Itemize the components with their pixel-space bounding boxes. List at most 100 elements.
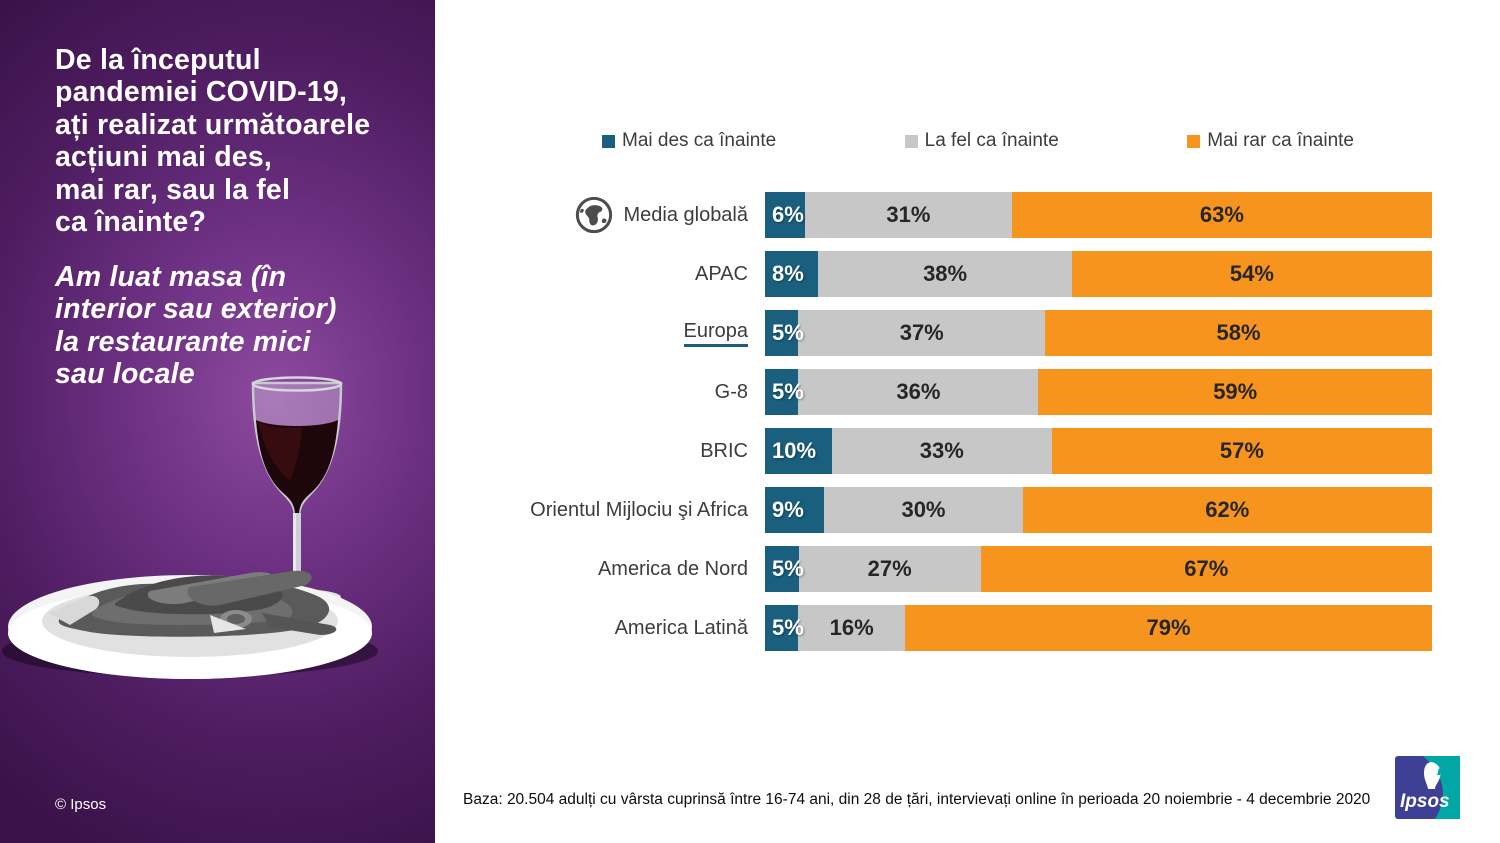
bar-value-label: 9%: [772, 497, 804, 522]
bar-group: 9% 30% 62%: [765, 487, 1432, 533]
category-label-text: APAC: [695, 262, 748, 285]
bar-group: 5% 36% 59%: [765, 369, 1432, 415]
ipsos-logo-text: Ipsos: [1400, 791, 1450, 812]
bar-group: 10% 33% 57%: [765, 428, 1432, 474]
chart-legend: Mai des ca înainte La fel ca înainte Mai…: [602, 130, 1354, 152]
left-panel: De la începutul pandemiei COVID-19, ați …: [0, 0, 435, 843]
bar-value-label: 5%: [772, 379, 804, 404]
category-label-text: G-8: [714, 380, 748, 403]
legend-swatch-gray: [904, 135, 918, 148]
bar-segment: 36%: [798, 369, 1039, 415]
category-label: Europa: [435, 320, 765, 347]
bar-value-label: 38%: [923, 261, 968, 286]
bar-segment: 31%: [805, 192, 1012, 238]
ipsos-face-icon: [1424, 762, 1441, 789]
bar-group: 5% 16% 79%: [765, 605, 1432, 651]
bar-value-label: 62%: [1205, 497, 1250, 522]
category-label-text: Europa: [683, 320, 748, 347]
bar-segment: 5%: [765, 546, 804, 592]
bar-segment: 16%: [798, 605, 906, 651]
chart-row: Europa 5% 37% 58%: [435, 310, 1440, 356]
bar-value-label: 30%: [901, 497, 946, 522]
bar-value-label: 79%: [1146, 615, 1191, 640]
bar-segment: 67%: [980, 546, 1432, 592]
bar-value-label: 5%: [772, 615, 804, 640]
bar-value-label: 36%: [896, 379, 941, 404]
bar-segment: 63%: [1011, 192, 1432, 238]
category-label-text: BRIC: [700, 439, 748, 462]
legend-swatch-orange: [1187, 135, 1201, 148]
legend-item-mai-rar: Mai rar ca înainte: [1187, 130, 1354, 152]
bar-value-label: 16%: [829, 615, 874, 640]
bar-value-label: 37%: [899, 320, 944, 345]
question-title: De la începutul pandemiei COVID-19, ați …: [55, 44, 371, 239]
chart-row: Orientul Mijlociu şi Africa 9% 30% 62%: [435, 487, 1440, 533]
bar-value-label: 58%: [1216, 320, 1261, 345]
bar-segment: 37%: [798, 310, 1046, 356]
food-icon: [48, 570, 337, 637]
bar-segment: 58%: [1045, 310, 1432, 356]
bar-group: 8% 38% 54%: [765, 251, 1432, 297]
bar-segment: 10%: [765, 428, 832, 474]
bar-segment: 59%: [1038, 369, 1432, 415]
bar-value-label: 5%: [772, 556, 804, 581]
bar-value-label: 54%: [1229, 261, 1274, 286]
bar-value-label: 63%: [1199, 202, 1244, 227]
chart-row: Media globală 6% 31% 63%: [435, 192, 1440, 238]
category-label-text: America Latină: [614, 616, 748, 639]
bar-value-label: 10%: [772, 438, 817, 463]
chart-row: APAC 8% 38% 54%: [435, 251, 1440, 297]
chart-row: America Latină 5% 16% 79%: [435, 605, 1440, 651]
bar-segment: 8%: [765, 251, 819, 297]
bar-segment: 57%: [1051, 428, 1432, 474]
bar-group: 5% 37% 58%: [765, 310, 1432, 356]
bar-group: 6% 31% 63%: [765, 192, 1432, 238]
legend-label: La fel ca înainte: [924, 130, 1059, 151]
category-label-text: Orientul Mijlociu şi Africa: [530, 498, 748, 521]
bar-value-label: 27%: [867, 556, 912, 581]
category-label: America Latină: [435, 617, 765, 640]
bar-segment: 54%: [1071, 251, 1432, 297]
bar-value-label: 57%: [1219, 438, 1264, 463]
bar-segment: 27%: [798, 546, 981, 592]
bar-segment: 9%: [765, 487, 825, 533]
category-label: Media globală: [435, 196, 765, 234]
bar-value-label: 67%: [1184, 556, 1229, 581]
bar-segment: 79%: [905, 605, 1432, 651]
wine-and-plate-image: [2, 376, 378, 679]
chart-row: America de Nord 5% 27% 67%: [435, 546, 1440, 592]
stacked-bar-chart: Media globală 6% 31% 63% APAC 8% 38% 54% Europa 5…: [435, 192, 1440, 664]
legend-swatch-teal: [602, 135, 615, 148]
bar-value-label: 8%: [772, 261, 804, 286]
bar-value-label: 59%: [1213, 379, 1258, 404]
bar-segment: 62%: [1022, 487, 1432, 533]
bar-segment: 38%: [818, 251, 1072, 297]
bar-value-label: 5%: [772, 320, 804, 345]
category-label: Orientul Mijlociu şi Africa: [435, 499, 765, 522]
category-label: APAC: [435, 263, 765, 286]
legend-label: Mai des ca înainte: [622, 130, 777, 151]
category-label: BRIC: [435, 440, 765, 463]
bar-value-label: 31%: [886, 202, 931, 227]
ipsos-logo: Ipsos: [1395, 756, 1460, 819]
bar-segment: 5%: [765, 605, 804, 651]
legend-item-la-fel: La fel ca înainte: [904, 130, 1059, 152]
base-note: Baza: 20.504 adulți cu vârsta cuprinsă î…: [463, 791, 1371, 808]
bar-segment: 5%: [765, 369, 804, 415]
bar-group: 5% 27% 67%: [765, 546, 1432, 592]
category-label-text: America de Nord: [597, 557, 748, 580]
question-subtitle: Am luat masa (în interior sau exterior) …: [55, 261, 337, 391]
bar-segment: 33%: [831, 428, 1052, 474]
category-label-text: Media globală: [623, 203, 748, 226]
bar-value-label: 6%: [772, 202, 804, 227]
legend-item-mai-des: Mai des ca înainte: [602, 130, 776, 152]
bar-segment: 6%: [765, 192, 806, 238]
globe-icon: [576, 196, 613, 234]
bar-segment: 30%: [824, 487, 1023, 533]
chart-row: BRIC 10% 33% 57%: [435, 428, 1440, 474]
category-label: America de Nord: [435, 558, 765, 581]
copyright-note: © Ipsos: [55, 796, 107, 813]
chart-row: G-8 5% 36% 59%: [435, 369, 1440, 415]
bar-segment: 5%: [765, 310, 804, 356]
legend-label: Mai rar ca înainte: [1207, 130, 1354, 151]
